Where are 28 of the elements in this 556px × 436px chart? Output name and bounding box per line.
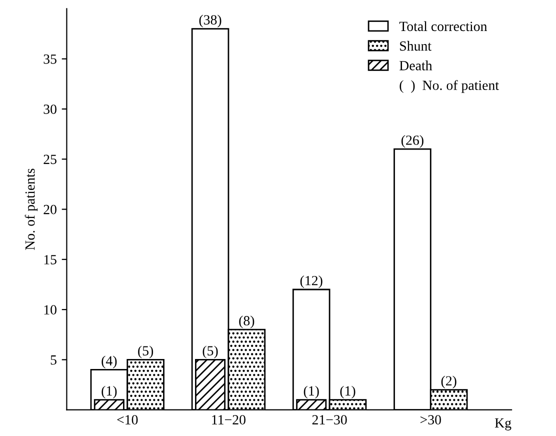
legend-label: Death — [400, 60, 432, 70]
data-label: (1) — [340, 386, 356, 398]
data-label: (5) — [138, 346, 154, 358]
data-label: (1) — [304, 386, 319, 398]
data-label: (8) — [239, 316, 254, 328]
legend-label: Shunt — [400, 40, 432, 51]
legend-label: Total correction — [399, 21, 488, 32]
data-label: (26) — [401, 135, 424, 148]
y-tick-label: 35 — [44, 54, 56, 64]
y-tick-label: 10 — [44, 305, 56, 315]
data-label: (5) — [202, 346, 218, 358]
y-tick-label: 30 — [44, 104, 56, 114]
y-axis-title: No. of patients — [24, 168, 38, 250]
y-tick-label: 15 — [44, 255, 56, 264]
y-tick-label: 5 — [50, 355, 56, 365]
x-tick-label: 21−30 — [312, 415, 347, 424]
data-label: (38) — [199, 14, 222, 28]
x-axis-title: Kg — [494, 418, 512, 430]
annotation: ( ) No. of patient — [400, 80, 499, 93]
data-label: (1) — [102, 386, 117, 398]
y-tick-label: 20 — [44, 204, 56, 214]
y-tick-label: 25 — [44, 154, 56, 164]
x-tick-label: <10 — [117, 415, 138, 424]
x-tick-label: 11−20 — [212, 415, 246, 424]
data-label: (12) — [300, 276, 322, 288]
data-label: (4) — [102, 356, 117, 368]
data-label: (2) — [441, 376, 456, 388]
x-tick-label: >30 — [420, 415, 441, 424]
